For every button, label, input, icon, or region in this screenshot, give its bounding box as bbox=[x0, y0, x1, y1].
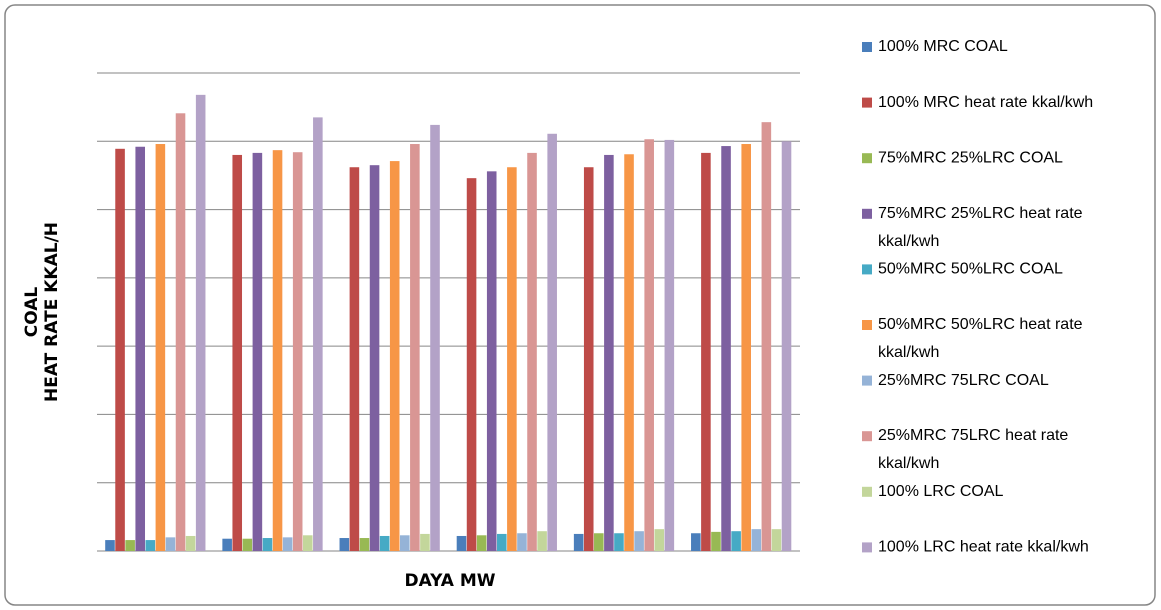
legend-swatch bbox=[862, 486, 872, 497]
bar bbox=[654, 529, 665, 551]
legend-line: 25%MRC 75LRC heat rate bbox=[878, 427, 1068, 444]
bar bbox=[165, 537, 176, 551]
legend-label: 50%MRC 50%LRC heat rate kkal/kwh bbox=[878, 316, 1083, 361]
bar bbox=[313, 117, 323, 551]
bar bbox=[614, 533, 624, 551]
bar bbox=[339, 538, 350, 551]
legend-label: 100% MRC COAL bbox=[878, 38, 1008, 55]
bar bbox=[527, 152, 537, 551]
bar bbox=[507, 167, 517, 551]
bar bbox=[262, 538, 273, 551]
bar bbox=[125, 540, 135, 551]
bar bbox=[517, 533, 527, 551]
bar bbox=[302, 535, 313, 551]
bar bbox=[721, 146, 731, 551]
bar bbox=[242, 538, 253, 551]
legend-swatch bbox=[862, 97, 872, 108]
bar bbox=[252, 152, 263, 551]
legend-label: 100% MRC heat rate kkal/kwh bbox=[878, 94, 1093, 111]
legend-line: kkal/kwh bbox=[878, 455, 939, 472]
bar bbox=[135, 146, 146, 551]
bar bbox=[359, 538, 370, 551]
bar bbox=[115, 148, 125, 551]
legend-swatch bbox=[862, 264, 872, 275]
bar bbox=[691, 533, 701, 551]
legend-label: 100% LRC heat rate kkal/kwh bbox=[878, 539, 1089, 556]
bar bbox=[369, 165, 380, 551]
bar bbox=[292, 152, 303, 551]
bar bbox=[379, 535, 390, 551]
legend-label: 25%MRC 75LRC heat rate kkal/kwh bbox=[878, 427, 1068, 472]
x-axis-title: DAYA MW bbox=[404, 571, 495, 591]
bar bbox=[547, 133, 557, 551]
legend-line: 75%MRC 25%LRC heat rate bbox=[878, 205, 1083, 222]
bar bbox=[634, 531, 644, 551]
bar bbox=[664, 139, 675, 552]
bar bbox=[701, 152, 711, 551]
bar bbox=[389, 161, 400, 552]
bar bbox=[272, 150, 283, 552]
bar bbox=[711, 531, 721, 551]
bar bbox=[781, 141, 792, 552]
legend-label: 50%MRC 50%LRC COAL bbox=[878, 261, 1063, 278]
bar bbox=[573, 533, 584, 551]
bar bbox=[282, 537, 293, 551]
bar bbox=[466, 178, 477, 551]
legend-swatch bbox=[862, 542, 872, 553]
legend-label: 25%MRC 75LRC COAL bbox=[878, 372, 1049, 389]
bar bbox=[399, 535, 410, 551]
bar bbox=[232, 154, 243, 551]
bar bbox=[751, 529, 762, 551]
bar bbox=[771, 529, 782, 551]
legend-swatch bbox=[862, 431, 872, 442]
legend-swatch bbox=[862, 375, 872, 386]
bar bbox=[537, 531, 547, 551]
bar bbox=[420, 533, 430, 551]
legend-swatch bbox=[862, 320, 872, 330]
bar bbox=[761, 122, 772, 551]
bar bbox=[583, 167, 594, 551]
bar bbox=[349, 167, 360, 551]
y-axis-title: COAL bbox=[22, 287, 42, 338]
bar bbox=[741, 144, 751, 551]
bar bbox=[105, 540, 115, 551]
bar bbox=[476, 535, 487, 551]
bar bbox=[145, 540, 156, 551]
bar bbox=[486, 171, 497, 551]
bar bbox=[222, 538, 232, 551]
legend-label: 75%MRC 25%LRC COAL bbox=[878, 149, 1063, 166]
bar bbox=[456, 535, 467, 551]
bar bbox=[604, 154, 614, 551]
bar bbox=[430, 124, 440, 551]
bar bbox=[731, 531, 741, 551]
bar bbox=[155, 144, 166, 551]
bar bbox=[410, 144, 420, 551]
legend-swatch bbox=[862, 208, 872, 219]
bar bbox=[175, 113, 186, 551]
bar bbox=[497, 533, 507, 551]
legend-line: kkal/kwh bbox=[878, 233, 939, 250]
legend-swatch bbox=[862, 153, 872, 164]
legend-label: 75%MRC 25%LRC heat rate kkal/kwh bbox=[878, 205, 1083, 250]
bar bbox=[624, 154, 634, 551]
y-axis-title: HEAT RATE KKAL/H bbox=[42, 222, 62, 402]
legend-line: kkal/kwh bbox=[878, 344, 939, 361]
legend-label: 100% LRC COAL bbox=[878, 483, 1003, 500]
bar bbox=[594, 533, 604, 551]
legend-swatch bbox=[862, 42, 872, 52]
bar bbox=[195, 94, 206, 551]
bar bbox=[185, 535, 196, 551]
legend-line: 50%MRC 50%LRC heat rate bbox=[878, 316, 1083, 333]
bar bbox=[644, 139, 654, 552]
